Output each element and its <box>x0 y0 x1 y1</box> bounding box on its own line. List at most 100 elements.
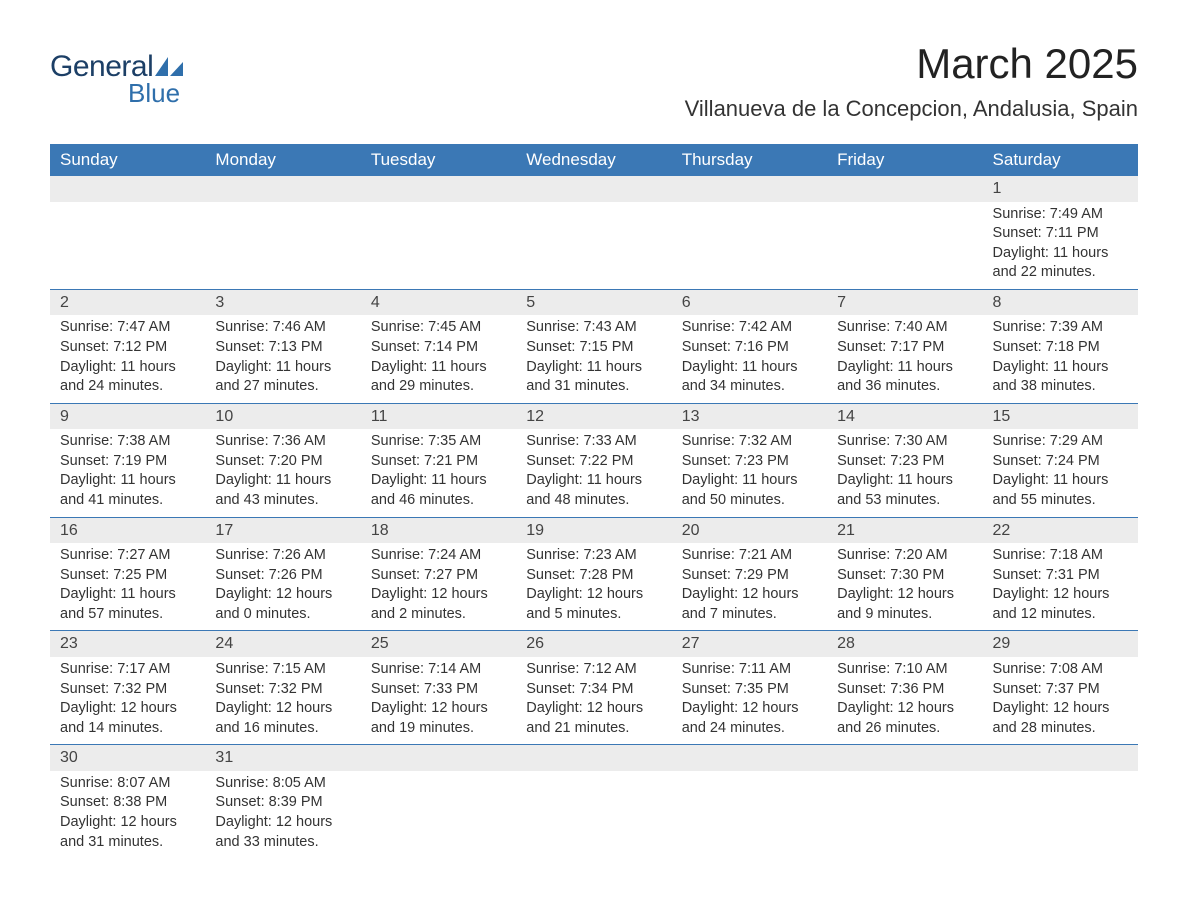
day-detail-line: Sunrise: 7:40 AM <box>837 318 972 338</box>
day-detail-line: Sunrise: 7:21 AM <box>682 546 817 566</box>
calendar-body: 1 Sunrise: 7:49 AMSunset: 7:11 PMDayligh… <box>50 176 1138 858</box>
day-detail-line: Sunset: 7:21 PM <box>371 452 506 472</box>
day-detail-line: Daylight: 12 hours <box>60 813 195 833</box>
day-number-cell: 31 <box>205 745 360 771</box>
day-detail-line: and 46 minutes. <box>371 491 506 511</box>
day-detail-line: Sunrise: 7:45 AM <box>371 318 506 338</box>
day-detail-line: Sunset: 7:37 PM <box>993 680 1128 700</box>
day-body-cell <box>361 771 516 858</box>
day-detail-line: and 43 minutes. <box>215 491 350 511</box>
day-detail-line: Sunrise: 7:33 AM <box>526 432 661 452</box>
day-body-cell <box>516 771 671 858</box>
day-number-cell: 18 <box>361 517 516 543</box>
day-number-cell: 22 <box>983 517 1138 543</box>
day-detail-line: Sunrise: 7:42 AM <box>682 318 817 338</box>
day-number-cell: 29 <box>983 631 1138 657</box>
day-body-cell: Sunrise: 7:42 AMSunset: 7:16 PMDaylight:… <box>672 315 827 403</box>
day-detail-line: and 21 minutes. <box>526 719 661 739</box>
day-detail-line: Daylight: 11 hours <box>526 358 661 378</box>
day-body-cell: Sunrise: 7:15 AMSunset: 7:32 PMDaylight:… <box>205 657 360 745</box>
day-body-cell: Sunrise: 7:23 AMSunset: 7:28 PMDaylight:… <box>516 543 671 631</box>
day-detail-line: and 31 minutes. <box>526 377 661 397</box>
day-detail-line: and 38 minutes. <box>993 377 1128 397</box>
day-detail-line: and 31 minutes. <box>60 833 195 853</box>
day-detail-line: Sunrise: 7:32 AM <box>682 432 817 452</box>
day-detail-line: Sunset: 8:38 PM <box>60 793 195 813</box>
day-detail-line: Sunset: 7:23 PM <box>682 452 817 472</box>
day-number-cell: 11 <box>361 403 516 429</box>
day-number-cell <box>50 176 205 202</box>
day-detail-line: Sunrise: 7:29 AM <box>993 432 1128 452</box>
day-detail-line: and 29 minutes. <box>371 377 506 397</box>
day-number-cell: 2 <box>50 289 205 315</box>
day-body-cell: Sunrise: 7:20 AMSunset: 7:30 PMDaylight:… <box>827 543 982 631</box>
day-detail-line: Sunset: 7:24 PM <box>993 452 1128 472</box>
day-detail-line: Sunrise: 7:17 AM <box>60 660 195 680</box>
day-number-cell: 7 <box>827 289 982 315</box>
day-detail-line: Sunrise: 7:11 AM <box>682 660 817 680</box>
week-body-row: Sunrise: 7:49 AMSunset: 7:11 PMDaylight:… <box>50 202 1138 290</box>
week-body-row: Sunrise: 7:47 AMSunset: 7:12 PMDaylight:… <box>50 315 1138 403</box>
day-detail-line: Daylight: 12 hours <box>215 585 350 605</box>
day-detail-line: Sunset: 7:11 PM <box>993 224 1128 244</box>
day-detail-line: Sunset: 7:12 PM <box>60 338 195 358</box>
day-detail-line: Sunset: 7:20 PM <box>215 452 350 472</box>
day-detail-line: Sunrise: 7:10 AM <box>837 660 972 680</box>
day-detail-line: and 2 minutes. <box>371 605 506 625</box>
day-body-cell <box>50 202 205 290</box>
day-body-cell: Sunrise: 7:21 AMSunset: 7:29 PMDaylight:… <box>672 543 827 631</box>
week-body-row: Sunrise: 7:38 AMSunset: 7:19 PMDaylight:… <box>50 429 1138 517</box>
day-number-cell <box>827 176 982 202</box>
day-header: Friday <box>827 144 982 176</box>
day-body-cell: Sunrise: 7:14 AMSunset: 7:33 PMDaylight:… <box>361 657 516 745</box>
day-body-cell <box>672 771 827 858</box>
day-number-cell: 8 <box>983 289 1138 315</box>
day-number-cell <box>672 176 827 202</box>
day-detail-line: Sunrise: 8:07 AM <box>60 774 195 794</box>
day-body-cell: Sunrise: 7:11 AMSunset: 7:35 PMDaylight:… <box>672 657 827 745</box>
day-body-cell: Sunrise: 8:05 AMSunset: 8:39 PMDaylight:… <box>205 771 360 858</box>
day-detail-line: Sunrise: 7:39 AM <box>993 318 1128 338</box>
week-body-row: Sunrise: 7:27 AMSunset: 7:25 PMDaylight:… <box>50 543 1138 631</box>
day-detail-line: and 27 minutes. <box>215 377 350 397</box>
day-detail-line: and 14 minutes. <box>60 719 195 739</box>
day-body-cell: Sunrise: 7:12 AMSunset: 7:34 PMDaylight:… <box>516 657 671 745</box>
day-detail-line: Sunset: 7:23 PM <box>837 452 972 472</box>
day-number-cell <box>516 745 671 771</box>
day-detail-line: Sunset: 7:26 PM <box>215 566 350 586</box>
day-body-cell: Sunrise: 7:43 AMSunset: 7:15 PMDaylight:… <box>516 315 671 403</box>
day-body-cell: Sunrise: 7:49 AMSunset: 7:11 PMDaylight:… <box>983 202 1138 290</box>
day-detail-line: and 5 minutes. <box>526 605 661 625</box>
day-body-cell: Sunrise: 7:17 AMSunset: 7:32 PMDaylight:… <box>50 657 205 745</box>
day-number-cell: 26 <box>516 631 671 657</box>
day-number-cell <box>361 745 516 771</box>
day-number-cell: 27 <box>672 631 827 657</box>
day-detail-line: Sunset: 7:15 PM <box>526 338 661 358</box>
day-detail-line: and 57 minutes. <box>60 605 195 625</box>
day-detail-line: Sunrise: 7:23 AM <box>526 546 661 566</box>
day-detail-line: Daylight: 11 hours <box>682 471 817 491</box>
day-detail-line: and 28 minutes. <box>993 719 1128 739</box>
day-detail-line: Daylight: 12 hours <box>837 585 972 605</box>
day-number-cell: 24 <box>205 631 360 657</box>
day-detail-line: Daylight: 11 hours <box>526 471 661 491</box>
day-number-cell: 30 <box>50 745 205 771</box>
day-detail-line: Sunset: 7:25 PM <box>60 566 195 586</box>
day-detail-line: Sunset: 7:34 PM <box>526 680 661 700</box>
day-detail-line: Sunset: 7:31 PM <box>993 566 1128 586</box>
day-number-cell: 19 <box>516 517 671 543</box>
day-detail-line: Daylight: 11 hours <box>993 244 1128 264</box>
day-body-cell: Sunrise: 8:07 AMSunset: 8:38 PMDaylight:… <box>50 771 205 858</box>
day-detail-line: Daylight: 12 hours <box>682 699 817 719</box>
day-detail-line: Daylight: 12 hours <box>526 699 661 719</box>
day-detail-line: and 26 minutes. <box>837 719 972 739</box>
day-body-cell: Sunrise: 7:29 AMSunset: 7:24 PMDaylight:… <box>983 429 1138 517</box>
day-body-cell: Sunrise: 7:26 AMSunset: 7:26 PMDaylight:… <box>205 543 360 631</box>
day-detail-line: and 50 minutes. <box>682 491 817 511</box>
day-detail-line: Daylight: 11 hours <box>682 358 817 378</box>
day-detail-line: Daylight: 12 hours <box>371 585 506 605</box>
day-detail-line: Daylight: 12 hours <box>371 699 506 719</box>
day-detail-line: Daylight: 11 hours <box>215 358 350 378</box>
calendar-table: Sunday Monday Tuesday Wednesday Thursday… <box>50 144 1138 858</box>
day-detail-line: Daylight: 11 hours <box>60 585 195 605</box>
